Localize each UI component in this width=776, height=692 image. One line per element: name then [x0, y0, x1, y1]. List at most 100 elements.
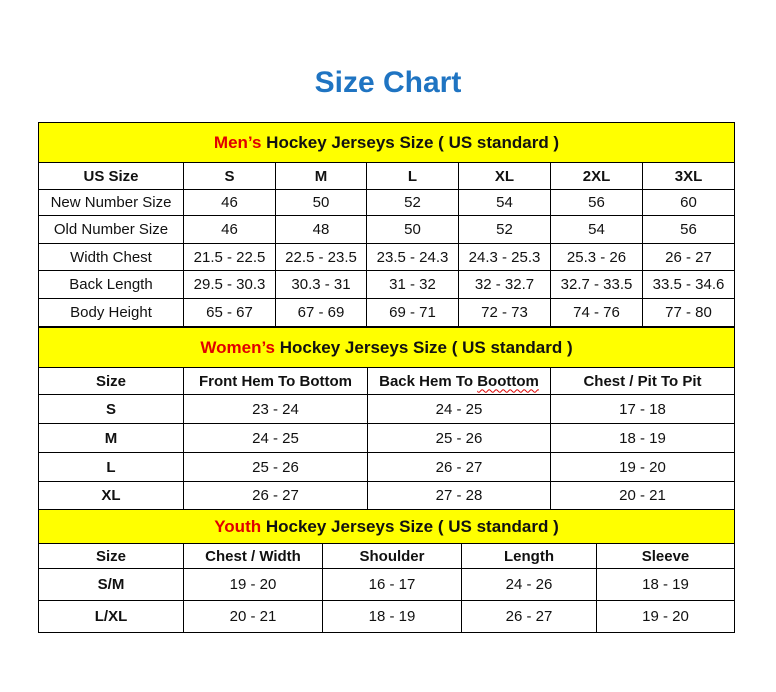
table-cell: 18 - 19 — [322, 600, 462, 633]
table-cell: 77 - 80 — [641, 298, 736, 327]
youth-size-table: Youth Hockey Jerseys Size ( US standard … — [38, 509, 735, 633]
column-header: Size — [38, 543, 184, 569]
mens-size-table: Men’s Hockey Jerseys Size ( US standard … — [37, 122, 736, 327]
column-header: Chest / Width — [183, 543, 323, 569]
column-header: M — [275, 162, 367, 190]
table-row: XL 26 - 27 27 - 28 20 - 21 — [38, 481, 736, 510]
table-cell: 24 - 26 — [461, 568, 597, 601]
table-cell: 18 - 19 — [596, 568, 735, 601]
table-row: L 25 - 26 26 - 27 19 - 20 — [38, 452, 736, 482]
page-title: Size Chart — [314, 66, 462, 99]
table-cell: 19 - 20 — [183, 568, 323, 601]
youth-header-row: Size Chest / Width Shoulder Length Sleeve — [38, 543, 735, 569]
table-row: S 23 - 24 24 - 25 17 - 18 — [38, 394, 736, 424]
women-section-title: Women’s Hockey Jerseys Size ( US standar… — [37, 327, 736, 368]
table-cell: 33.5 - 34.6 — [641, 270, 736, 299]
table-cell: 46 — [183, 215, 276, 244]
table-cell: 72 - 73 — [458, 298, 551, 327]
column-header: Back Hem To Boottom — [367, 367, 551, 395]
women-banner-row: Women’s Hockey Jerseys Size ( US standar… — [37, 327, 736, 368]
row-label: Body Height — [38, 298, 184, 327]
table-cell: 25 - 26 — [183, 452, 368, 482]
table-cell: 32.7 - 33.5 — [550, 270, 643, 299]
row-label: Width Chest — [38, 243, 184, 271]
table-cell: 25.3 - 26 — [550, 243, 643, 271]
table-cell: 26 - 27 — [641, 243, 736, 271]
table-cell: 18 - 19 — [549, 423, 736, 453]
column-header: XL — [458, 162, 551, 190]
table-row: Body Height 65 - 67 67 - 69 69 - 71 72 - 73 7… — [38, 298, 736, 327]
table-cell: 74 - 76 — [550, 298, 643, 327]
women-header-row: Size Front Hem To Bottom Back Hem To Boott… — [38, 367, 736, 395]
table-cell: 46 — [183, 189, 276, 216]
men-banner-row: Men’s Hockey Jerseys Size ( US standard … — [37, 122, 736, 163]
youth-banner-row: Youth Hockey Jerseys Size ( US standard … — [38, 509, 735, 544]
column-header: Size — [38, 367, 184, 395]
table-cell: 32 - 32.7 — [458, 270, 551, 299]
table-cell: 50 — [366, 215, 459, 244]
table-cell: 65 - 67 — [183, 298, 276, 327]
men-header-row: US Size S M L XL 2XL 3XL — [38, 162, 736, 190]
section-category: Men’s — [213, 132, 262, 152]
table-row: Width Chest 21.5 - 22.5 22.5 - 23.5 23.5 - … — [38, 243, 736, 271]
table-row: S/M 19 - 20 16 - 17 24 - 26 18 - 19 — [38, 568, 735, 601]
table-row: Back Length 29.5 - 30.3 30.3 - 31 31 - 32 32… — [38, 270, 736, 299]
column-header: 3XL — [641, 162, 736, 190]
column-header: L — [366, 162, 459, 190]
row-label: L — [38, 452, 184, 482]
table-cell: 19 - 20 — [549, 452, 736, 482]
table-cell: 26 - 27 — [367, 452, 551, 482]
table-cell: 52 — [458, 215, 551, 244]
section-category: Youth — [214, 516, 262, 536]
table-cell: 56 — [641, 215, 736, 244]
table-cell: 19 - 20 — [596, 600, 735, 633]
column-header: Chest / Pit To Pit — [549, 367, 736, 395]
row-label: S — [38, 394, 184, 424]
table-cell: 27 - 28 — [367, 481, 551, 510]
table-cell: 23.5 - 24.3 — [366, 243, 459, 271]
column-header: Front Hem To Bottom — [183, 367, 368, 395]
row-label: S/M — [38, 568, 184, 601]
section-title-text: Hockey Jerseys Size ( US standard ) — [261, 516, 559, 536]
table-cell: 21.5 - 22.5 — [183, 243, 276, 271]
table-cell: 29.5 - 30.3 — [183, 270, 276, 299]
row-label: New Number Size — [38, 189, 184, 216]
table-cell: 56 — [550, 189, 643, 216]
table-cell: 50 — [275, 189, 367, 216]
row-label: L/XL — [38, 600, 184, 633]
column-header: 2XL — [550, 162, 643, 190]
table-cell: 48 — [275, 215, 367, 244]
table-cell: 67 - 69 — [275, 298, 367, 327]
table-cell: 23 - 24 — [183, 394, 368, 424]
row-label: M — [38, 423, 184, 453]
table-cell: 52 — [366, 189, 459, 216]
column-header: US Size — [38, 162, 184, 190]
table-cell: 26 - 27 — [461, 600, 597, 633]
table-row: L/XL 20 - 21 18 - 19 26 - 27 19 - 20 — [38, 600, 735, 633]
men-section-title: Men’s Hockey Jerseys Size ( US standard … — [37, 122, 736, 163]
column-header: Shoulder — [322, 543, 462, 569]
table-cell: 20 - 21 — [183, 600, 323, 633]
table-cell: 60 — [641, 189, 736, 216]
table-row: New Number Size 46 50 52 54 56 60 — [38, 189, 736, 216]
table-cell: 16 - 17 — [322, 568, 462, 601]
youth-section-title: Youth Hockey Jerseys Size ( US standard … — [38, 509, 735, 544]
row-label: XL — [38, 481, 184, 510]
table-cell: 30.3 - 31 — [275, 270, 367, 299]
table-cell: 24 - 25 — [367, 394, 551, 424]
womens-size-table: Women’s Hockey Jerseys Size ( US standar… — [37, 327, 736, 510]
row-label: Old Number Size — [38, 215, 184, 244]
table-row: Old Number Size 46 48 50 52 54 56 — [38, 215, 736, 244]
row-label: Back Length — [38, 270, 184, 299]
column-header: Length — [461, 543, 597, 569]
table-cell: 26 - 27 — [183, 481, 368, 510]
section-title-text: Hockey Jerseys Size ( US standard ) — [275, 337, 573, 357]
table-cell: 24 - 25 — [183, 423, 368, 453]
table-cell: 25 - 26 — [367, 423, 551, 453]
table-cell: 31 - 32 — [366, 270, 459, 299]
table-cell: 54 — [550, 215, 643, 244]
table-cell: 24.3 - 25.3 — [458, 243, 551, 271]
table-cell: 22.5 - 23.5 — [275, 243, 367, 271]
table-cell: 20 - 21 — [549, 481, 736, 510]
table-row: M 24 - 25 25 - 26 18 - 19 — [38, 423, 736, 453]
